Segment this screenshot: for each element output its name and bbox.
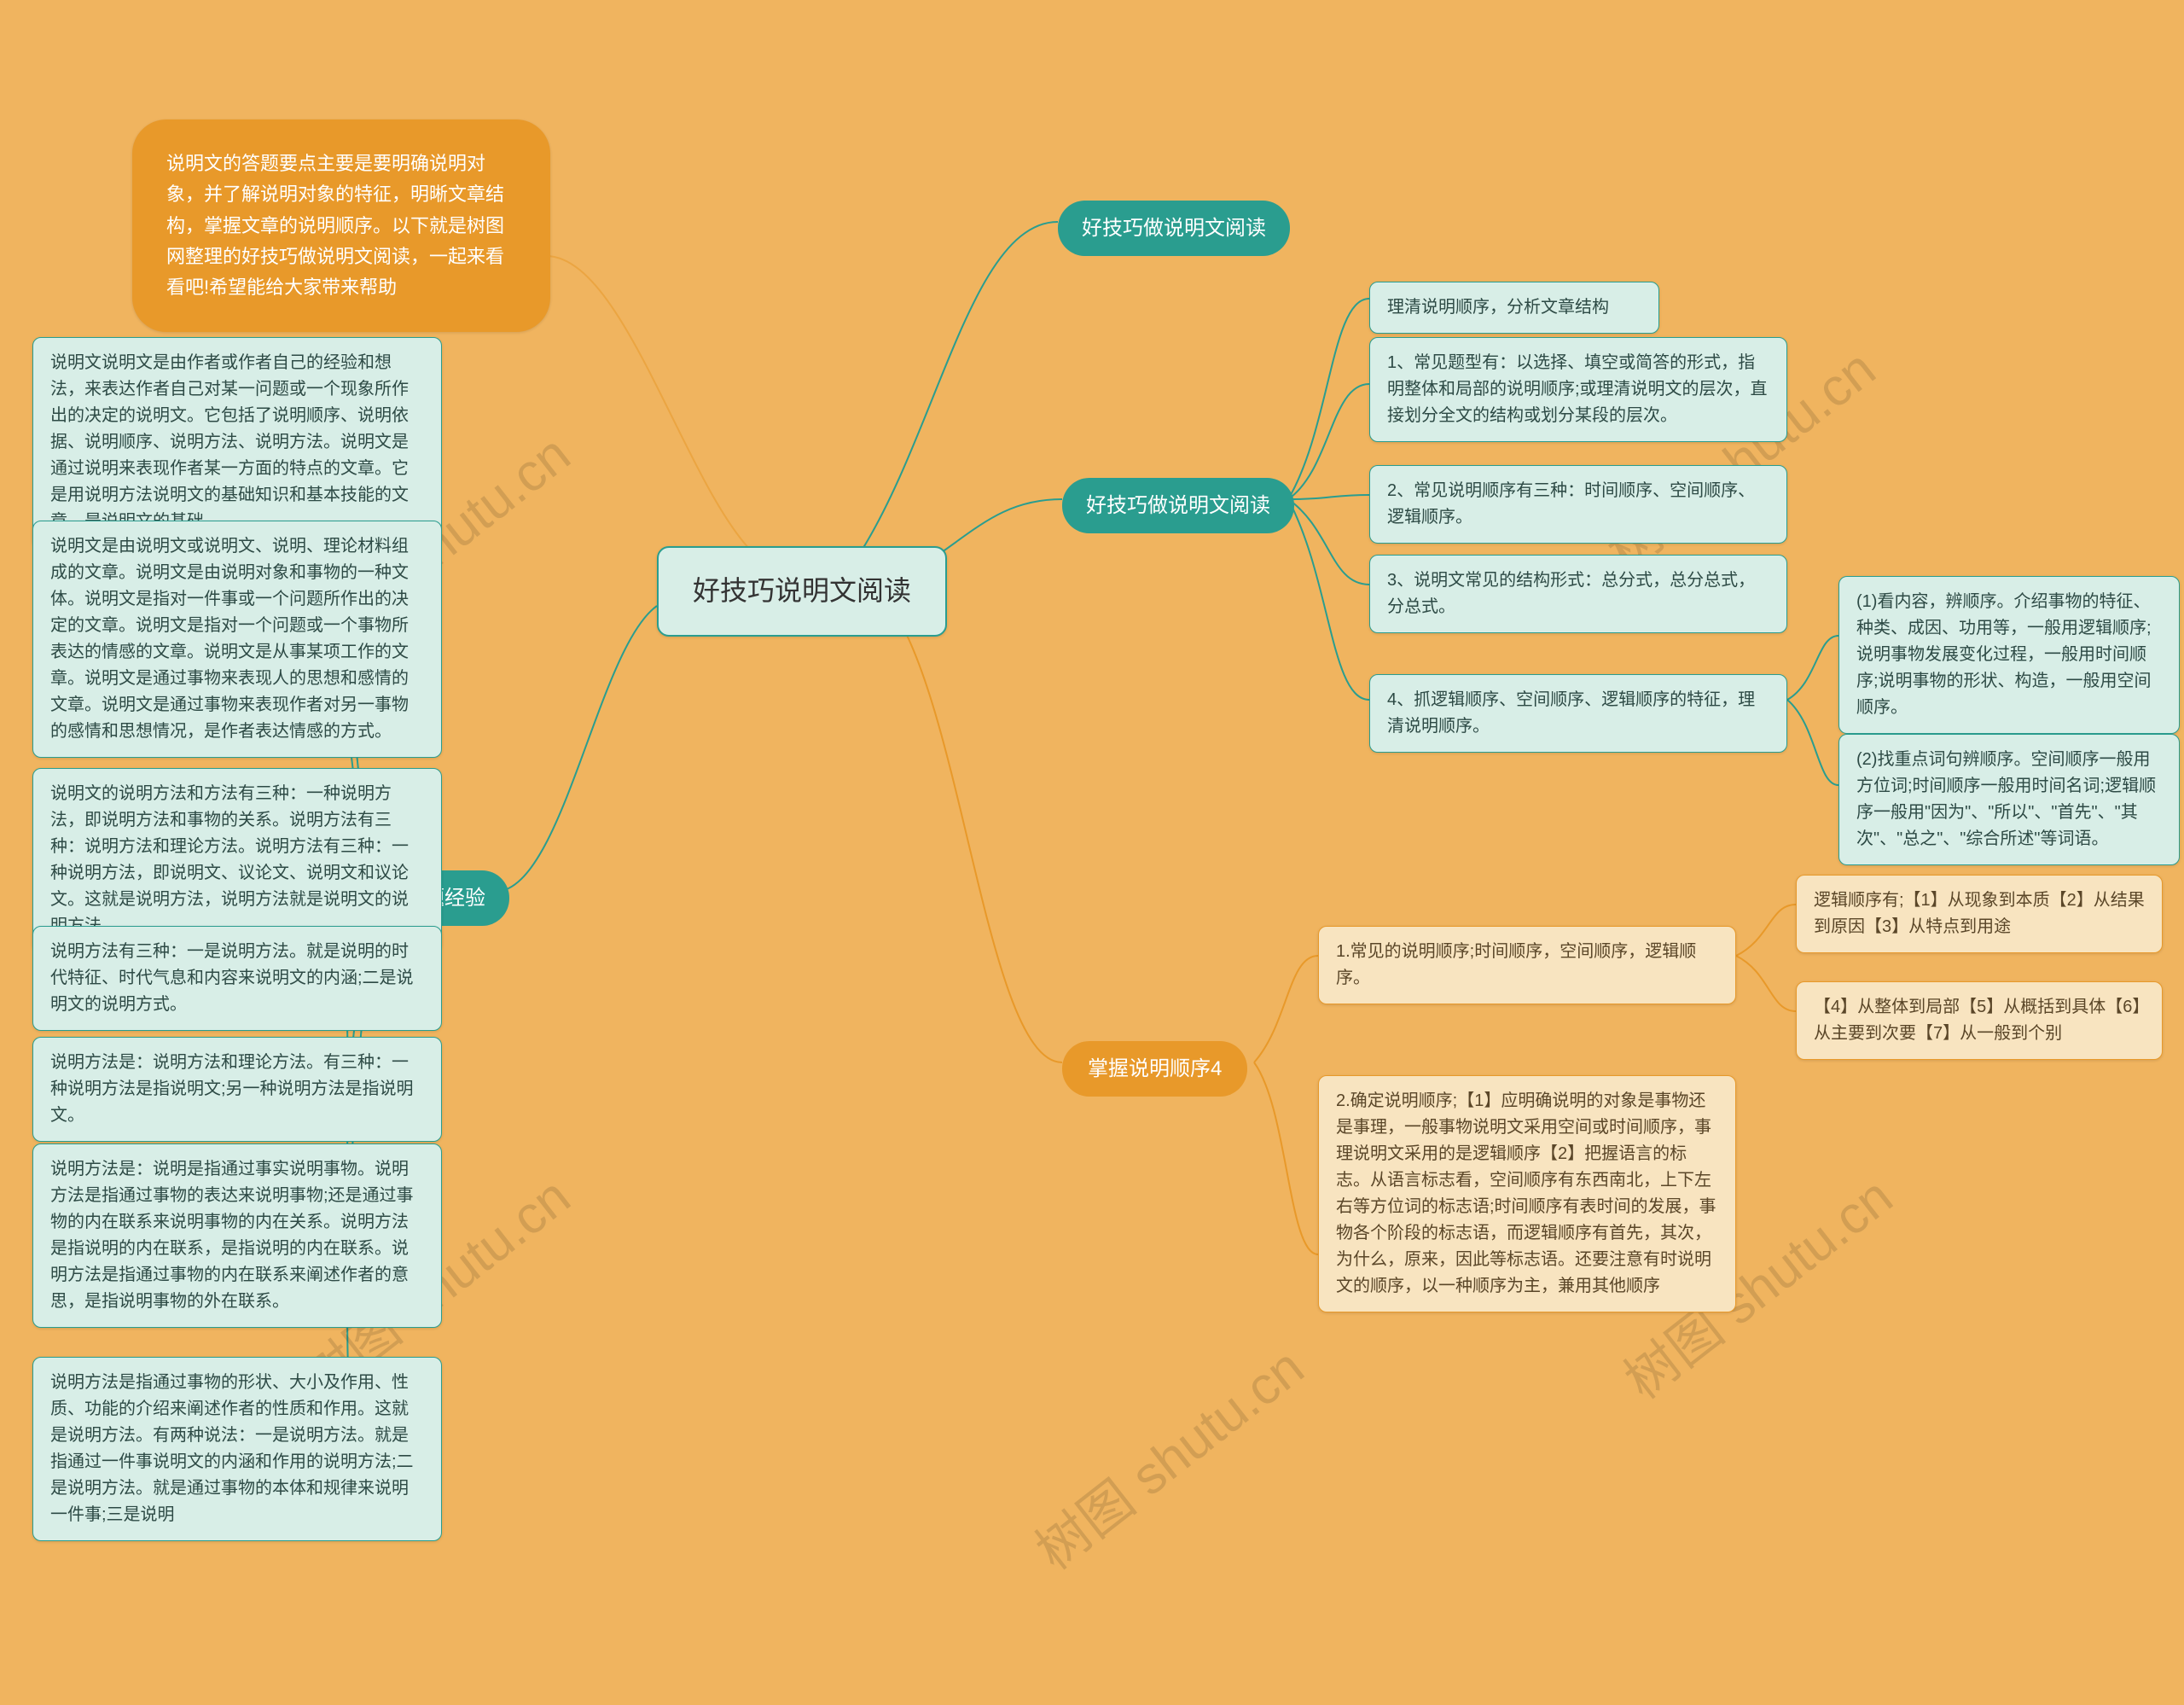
leaf-ru-4: 4、抓逻辑顺序、空间顺序、逻辑顺序的特征，理清说明顺序。 — [1369, 674, 1787, 753]
center-node: 好技巧说明文阅读 — [657, 546, 947, 637]
leaf-left-5: 说明方法是：说明是指通过事实说明事物。说明方法是指通过事物的表达来说明事物;还是… — [32, 1143, 442, 1328]
leaf-left-2: 说明文的说明方法和方法有三种：一种说明方法，即说明方法和事物的关系。说明方法有三… — [32, 768, 442, 952]
leaf-rl-1: 2.确定说明顺序;【1】应明确说明的对象是事物还是事理，一般事物说明文采用空间或… — [1318, 1075, 1736, 1312]
leaf-rl-0-0: 逻辑顺序有;【1】从现象到本质【2】从结果到原因【3】从特点到用途 — [1796, 875, 2163, 953]
branch-top-right: 好技巧做说明文阅读 — [1058, 201, 1290, 256]
leaf-ru-3: 3、说明文常见的结构形式：总分式，总分总式，分总式。 — [1369, 555, 1787, 633]
leaf-ru-1: 1、常见题型有：以选择、填空或简答的形式，指明整体和局部的说明顺序;或理清说明文… — [1369, 337, 1787, 442]
annotation-bubble: 说明文的答题要点主要是要明确说明对象，并了解说明对象的特征，明晰文章结构，掌握文… — [132, 119, 550, 332]
leaf-left-6: 说明方法是指通过事物的形状、大小及作用、性质、功能的介绍来阐述作者的性质和作用。… — [32, 1357, 442, 1541]
branch-right-upper: 好技巧做说明文阅读 — [1062, 478, 1294, 533]
leaf-ru-0: 理清说明顺序，分析文章结构 — [1369, 282, 1659, 334]
leaf-left-4: 说明方法是：说明方法和理论方法。有三种：一种说明方法是指说明文;另一种说明方法是… — [32, 1037, 442, 1142]
leaf-ru-2: 2、常见说明顺序有三种：时间顺序、空间顺序、逻辑顺序。 — [1369, 465, 1787, 544]
mindmap-canvas: { "diagram": { "type": "mindmap", "backg… — [0, 0, 2184, 1705]
leaf-rl-0: 1.常见的说明顺序;时间顺序，空间顺序，逻辑顺序。 — [1318, 926, 1736, 1004]
leaf-left-1: 说明文是由说明文或说明文、说明、理论材料组成的文章。说明文是由说明对象和事物的一… — [32, 521, 442, 758]
branch-right-lower: 掌握说明顺序4 — [1062, 1041, 1247, 1097]
leaf-left-0: 说明文说明文是由作者或作者自己的经验和想法，来表达作者自己对某一问题或一个现象所… — [32, 337, 442, 548]
watermark: 树图 shutu.cn — [1017, 1326, 1316, 1584]
leaf-rl-0-1: 【4】从整体到局部【5】从概括到具体【6】从主要到次要【7】从一般到个别 — [1796, 981, 2163, 1060]
leaf-left-3: 说明方法有三种：一是说明方法。就是说明的时代特征、时代气息和内容来说明文的内涵;… — [32, 926, 442, 1031]
leaf-ru-4-0: (1)看内容，辨顺序。介绍事物的特征、种类、成因、功用等，一般用逻辑顺序;说明事… — [1838, 576, 2180, 734]
leaf-ru-4-1: (2)找重点词句辨顺序。空间顺序一般用方位词;时间顺序一般用时间名词;逻辑顺序一… — [1838, 734, 2180, 865]
